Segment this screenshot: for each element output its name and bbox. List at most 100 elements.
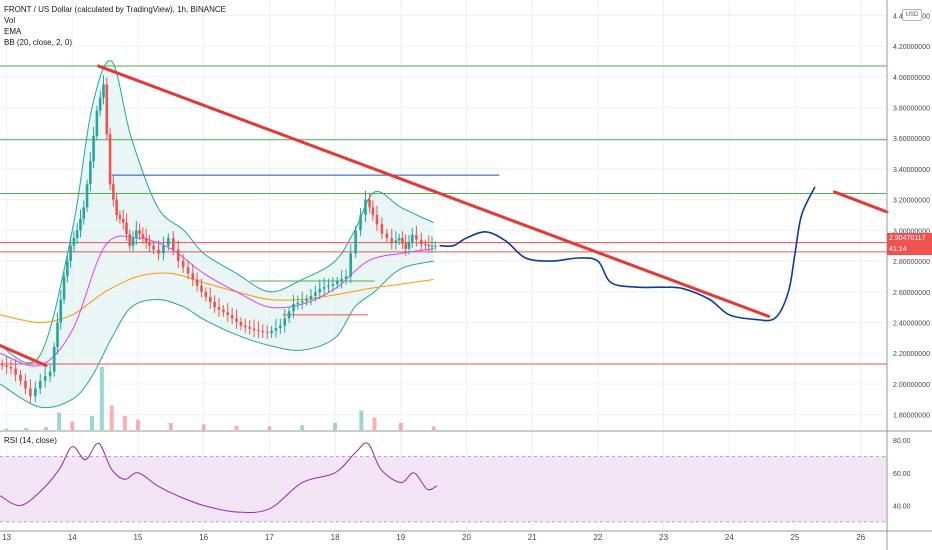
candle-body xyxy=(138,230,141,235)
x-tick-label: 22 xyxy=(593,533,602,542)
forecast-path-line[interactable] xyxy=(439,186,816,322)
x-tick-label: 23 xyxy=(659,533,668,542)
y-tick-label: 3.20000000 xyxy=(893,198,930,205)
candle-body xyxy=(394,240,398,243)
x-tick-label: 16 xyxy=(199,533,208,542)
candle-body xyxy=(314,292,317,296)
candle-body xyxy=(0,363,4,366)
candle-body xyxy=(72,238,76,246)
forecast-path[interactable] xyxy=(439,186,816,322)
volume-bar xyxy=(431,426,436,430)
trendlines[interactable] xyxy=(0,64,889,367)
candle-body xyxy=(9,367,13,369)
candle-body xyxy=(283,318,287,326)
candle-body xyxy=(427,244,431,246)
candle-body xyxy=(364,199,367,215)
candle-body xyxy=(56,322,59,348)
trendline[interactable] xyxy=(0,344,48,367)
candle-body xyxy=(38,380,42,389)
trendline[interactable] xyxy=(832,190,889,214)
x-tick-label: 26 xyxy=(856,533,865,542)
volume-bar xyxy=(168,423,173,430)
candle-body xyxy=(296,302,300,305)
candle-body xyxy=(148,241,151,246)
candle-body xyxy=(95,110,99,136)
currency-button[interactable]: USD xyxy=(902,9,922,21)
y-tick-label: 2.60000000 xyxy=(893,290,930,297)
candle-body xyxy=(59,299,63,323)
candle-body xyxy=(309,295,313,300)
candle-body xyxy=(235,318,238,322)
price-series xyxy=(0,75,437,404)
candle-body xyxy=(62,276,66,300)
countdown-timer: 41:14 xyxy=(889,246,907,253)
candle-body xyxy=(43,376,47,381)
volume-bar xyxy=(57,412,62,430)
candle-body xyxy=(222,309,225,313)
volume-bars xyxy=(4,367,436,430)
candle-body xyxy=(213,302,216,308)
y-tick-label: 2.40000000 xyxy=(893,321,930,328)
candle-body xyxy=(327,285,330,288)
candle-body xyxy=(115,199,118,215)
candle-body xyxy=(152,245,155,250)
candle-body xyxy=(52,347,56,372)
candle-body xyxy=(79,218,82,231)
y-tick-label: 4.20000000 xyxy=(893,44,930,51)
ema-lines xyxy=(0,235,434,367)
volume-bar xyxy=(4,428,9,430)
ema-pink-line xyxy=(0,235,434,367)
candle-body xyxy=(171,238,175,250)
candle-body xyxy=(300,301,304,303)
indicator-bb[interactable]: BB (20, close, 2, 0) xyxy=(4,38,73,47)
candle-body xyxy=(131,238,135,246)
volume-bar xyxy=(267,426,272,430)
bb-lower-line xyxy=(0,260,434,409)
x-tick-label: 20 xyxy=(462,533,471,542)
candle-body xyxy=(121,218,125,223)
candle-body xyxy=(29,388,32,397)
x-tick-label: 19 xyxy=(396,533,405,542)
candle-body xyxy=(318,288,322,293)
rsi-band xyxy=(0,456,887,522)
candle-body xyxy=(19,374,22,381)
candle-body xyxy=(261,331,265,333)
volume-bar xyxy=(234,425,239,430)
trendline[interactable] xyxy=(97,64,771,318)
candle-body xyxy=(380,224,384,234)
candle-body xyxy=(162,245,165,254)
volume-bar xyxy=(359,410,364,430)
grid-layer xyxy=(0,0,887,530)
chart-legend: FRONT / US Dollar (calculated by Trading… xyxy=(4,4,226,48)
candle-body xyxy=(287,311,291,319)
candle-body xyxy=(359,215,362,231)
candle-body xyxy=(186,267,190,274)
candle-body xyxy=(5,365,8,368)
rsi-legend[interactable]: RSI (14, close) xyxy=(4,436,57,445)
volume-bar xyxy=(109,405,114,430)
volume-bar xyxy=(201,424,206,430)
candle-body xyxy=(191,273,195,280)
candle-body xyxy=(230,314,234,319)
volume-bar xyxy=(300,425,305,430)
candle-body xyxy=(85,184,89,208)
chart-title[interactable]: FRONT / US Dollar (calculated by Trading… xyxy=(4,5,227,14)
candle-body xyxy=(397,238,401,241)
x-tick-label: 14 xyxy=(68,533,77,542)
candle-body xyxy=(144,238,148,242)
candle-body xyxy=(239,321,243,326)
candle-body xyxy=(390,238,394,243)
candle-body xyxy=(82,207,86,219)
candle-body xyxy=(195,279,199,286)
candle-body xyxy=(385,233,389,239)
candle-body xyxy=(98,97,102,111)
indicator-vol[interactable]: Vol xyxy=(4,16,16,25)
indicator-ema[interactable]: EMA xyxy=(4,27,22,36)
rsi-line xyxy=(0,442,438,514)
candle-body xyxy=(102,84,105,98)
rsi-tick-label: 80.00 xyxy=(893,438,911,445)
candle-body xyxy=(257,330,260,332)
rsi-tick-label: 60.00 xyxy=(893,471,911,478)
